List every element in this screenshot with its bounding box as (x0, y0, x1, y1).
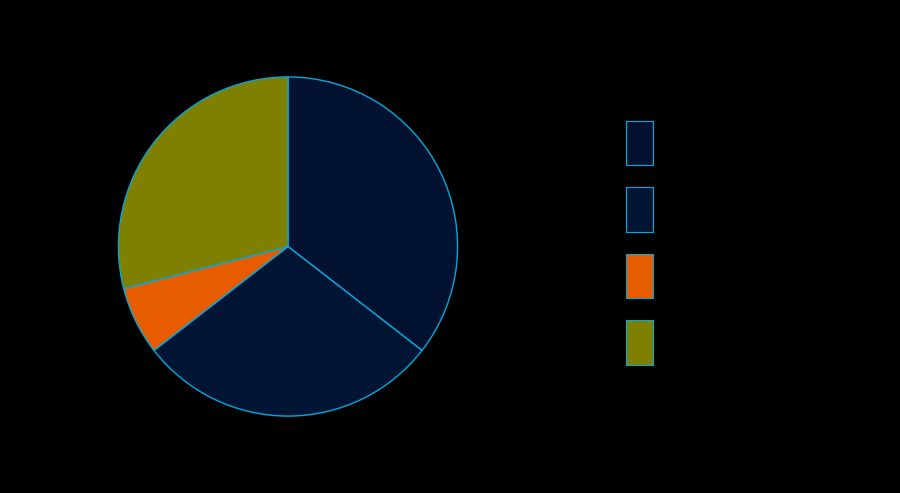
Wedge shape (288, 77, 457, 351)
Wedge shape (154, 246, 422, 416)
Wedge shape (123, 246, 288, 351)
Wedge shape (119, 77, 288, 289)
